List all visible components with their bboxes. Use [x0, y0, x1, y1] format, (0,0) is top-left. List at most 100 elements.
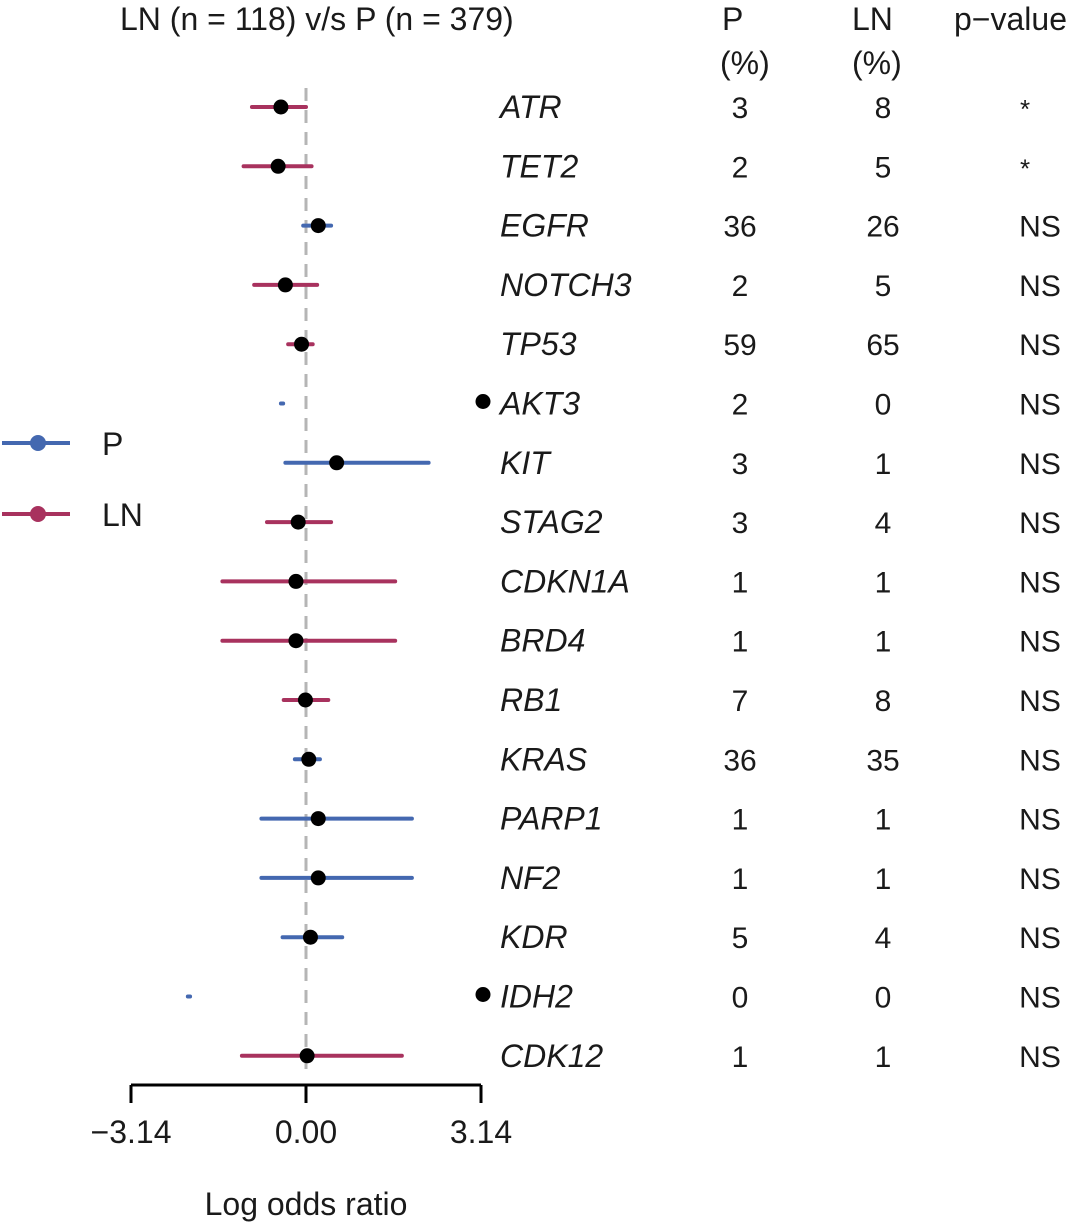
pvalue-atr: *: [1020, 94, 1030, 124]
x-tick-label-2: 3.14: [450, 1114, 512, 1150]
chart-title: LN (n = 118) v/s P (n = 379): [120, 1, 514, 37]
pvalue-rb1: NS: [1019, 685, 1061, 718]
point-notch3: [277, 277, 293, 293]
pvalue-kras: NS: [1019, 744, 1061, 777]
ln-pct-cdk12: 1: [875, 1041, 892, 1074]
legend-p-dot: [30, 435, 46, 451]
flag-marker-akt3: [475, 394, 491, 409]
ln-pct-idh2: 0: [875, 982, 892, 1015]
point-kdr: [302, 929, 318, 945]
pvalue-notch3: NS: [1019, 270, 1061, 303]
pvalue-cdk12: NS: [1019, 1041, 1061, 1074]
flag-marker-idh2: [475, 987, 491, 1002]
pvalue-nf2: NS: [1019, 863, 1061, 896]
ln-pct-akt3: 0: [875, 389, 892, 422]
gene-label-cdkn1a: CDKN1A: [500, 563, 630, 599]
pvalue-tet2: *: [1020, 153, 1030, 183]
gene-labels: ATR TET2 EGFR NOTCH3 TP53 AKT3 KIT STAG2 CDKN1A B…: [475, 89, 632, 1074]
p-pct-atr: 3: [732, 92, 749, 125]
p-header-line1: P: [722, 1, 743, 37]
pvalue-tp53: NS: [1019, 329, 1061, 362]
ln-pct-kras: 35: [866, 744, 899, 777]
ln-pct-kdr: 4: [875, 922, 892, 955]
p-pct-brd4: 1: [732, 626, 749, 659]
gene-label-notch3: NOTCH3: [500, 267, 632, 303]
ln-pct-tp53: 65: [866, 329, 899, 362]
p-pct-kdr: 5: [732, 922, 749, 955]
point-brd4: [288, 633, 304, 649]
ln-header-line1: LN: [852, 1, 893, 37]
ln-pct-kit: 1: [875, 448, 892, 481]
p-pct-akt3: 2: [732, 389, 749, 422]
gene-label-idh2: IDH2: [500, 979, 573, 1015]
p-pct-cdk12: 1: [732, 1041, 749, 1074]
point-parp1: [310, 811, 326, 827]
point-atr: [273, 99, 289, 115]
legend-ln-dot: [30, 506, 46, 522]
pvalue-idh2: NS: [1019, 982, 1061, 1015]
p-pct-cdkn1a: 1: [732, 566, 749, 599]
x-tick-label-1: 0.00: [275, 1114, 337, 1150]
point-rb1: [297, 692, 313, 708]
p-pct-tp53: 59: [723, 329, 756, 362]
ln-pct-nf2: 1: [875, 863, 892, 896]
ln-pct-atr: 8: [875, 92, 892, 125]
ln-pct-tet2: 5: [875, 151, 892, 184]
pvalue-cdkn1a: NS: [1019, 566, 1061, 599]
p-pct-nf2: 1: [732, 863, 749, 896]
p-pct-idh2: 0: [732, 982, 749, 1015]
pvalue-stag2: NS: [1019, 507, 1061, 540]
pvalue-egfr: NS: [1019, 211, 1061, 244]
gene-label-kras: KRAS: [500, 741, 587, 777]
point-tet2: [270, 158, 286, 174]
gene-label-rb1: RB1: [500, 682, 562, 718]
point-nf2: [310, 870, 326, 886]
p-pct-tet2: 2: [732, 151, 749, 184]
pvalue-kit: NS: [1019, 448, 1061, 481]
gene-label-brd4: BRD4: [500, 623, 585, 659]
point-estimates: [270, 99, 345, 1064]
pvalue-header: p−value: [954, 1, 1067, 37]
ln-header-line2: (%): [852, 45, 902, 81]
point-egfr: [310, 218, 326, 234]
gene-label-stag2: STAG2: [500, 504, 603, 540]
ln-pct-parp1: 1: [875, 804, 892, 837]
point-cdkn1a: [288, 573, 304, 589]
gene-label-atr: ATR: [498, 89, 562, 125]
point-tp53: [294, 336, 310, 352]
ln-pct-cdkn1a: 1: [875, 566, 892, 599]
ln-pct-notch3: 5: [875, 270, 892, 303]
ln-pct-rb1: 8: [875, 685, 892, 718]
x-axis-label: Log odds ratio: [205, 1186, 408, 1222]
gene-label-kdr: KDR: [500, 919, 568, 955]
legend: P LN: [2, 426, 143, 533]
p-pct-stag2: 3: [732, 507, 749, 540]
p-pct-notch3: 2: [732, 270, 749, 303]
gene-label-tet2: TET2: [500, 148, 578, 184]
pvalue-brd4: NS: [1019, 626, 1061, 659]
gene-label-kit: KIT: [500, 445, 552, 481]
column-headers: P (%) LN (%) p−value: [720, 1, 1067, 81]
p-pct-parp1: 1: [732, 804, 749, 837]
ln-pct-brd4: 1: [875, 626, 892, 659]
gene-label-akt3: AKT3: [498, 386, 580, 422]
ln-pct-egfr: 26: [866, 211, 899, 244]
gene-label-parp1: PARP1: [500, 801, 603, 837]
gene-label-tp53: TP53: [500, 326, 577, 362]
x-axis: −3.14 0.00 3.14: [91, 1083, 512, 1150]
p-header-line2: (%): [720, 45, 770, 81]
p-pct-egfr: 36: [723, 211, 756, 244]
point-kras: [301, 751, 317, 767]
gene-label-egfr: EGFR: [500, 208, 589, 244]
ln-pct-stag2: 4: [875, 507, 892, 540]
point-kit: [329, 455, 345, 471]
percentage-table: 3 8 * 2 5 * 36 26 NS 2 5 NS 59 65 NS 2 0 NS 3 1 NS 3 4 NS 1 1 NS 1 1…: [723, 92, 1061, 1074]
legend-p-label: P: [102, 426, 123, 462]
x-tick-label-0: −3.14: [91, 1114, 172, 1150]
pvalue-kdr: NS: [1019, 922, 1061, 955]
point-cdk12: [299, 1048, 315, 1064]
point-stag2: [290, 514, 306, 530]
confidence-intervals: [185, 105, 431, 1058]
p-pct-kras: 36: [723, 744, 756, 777]
